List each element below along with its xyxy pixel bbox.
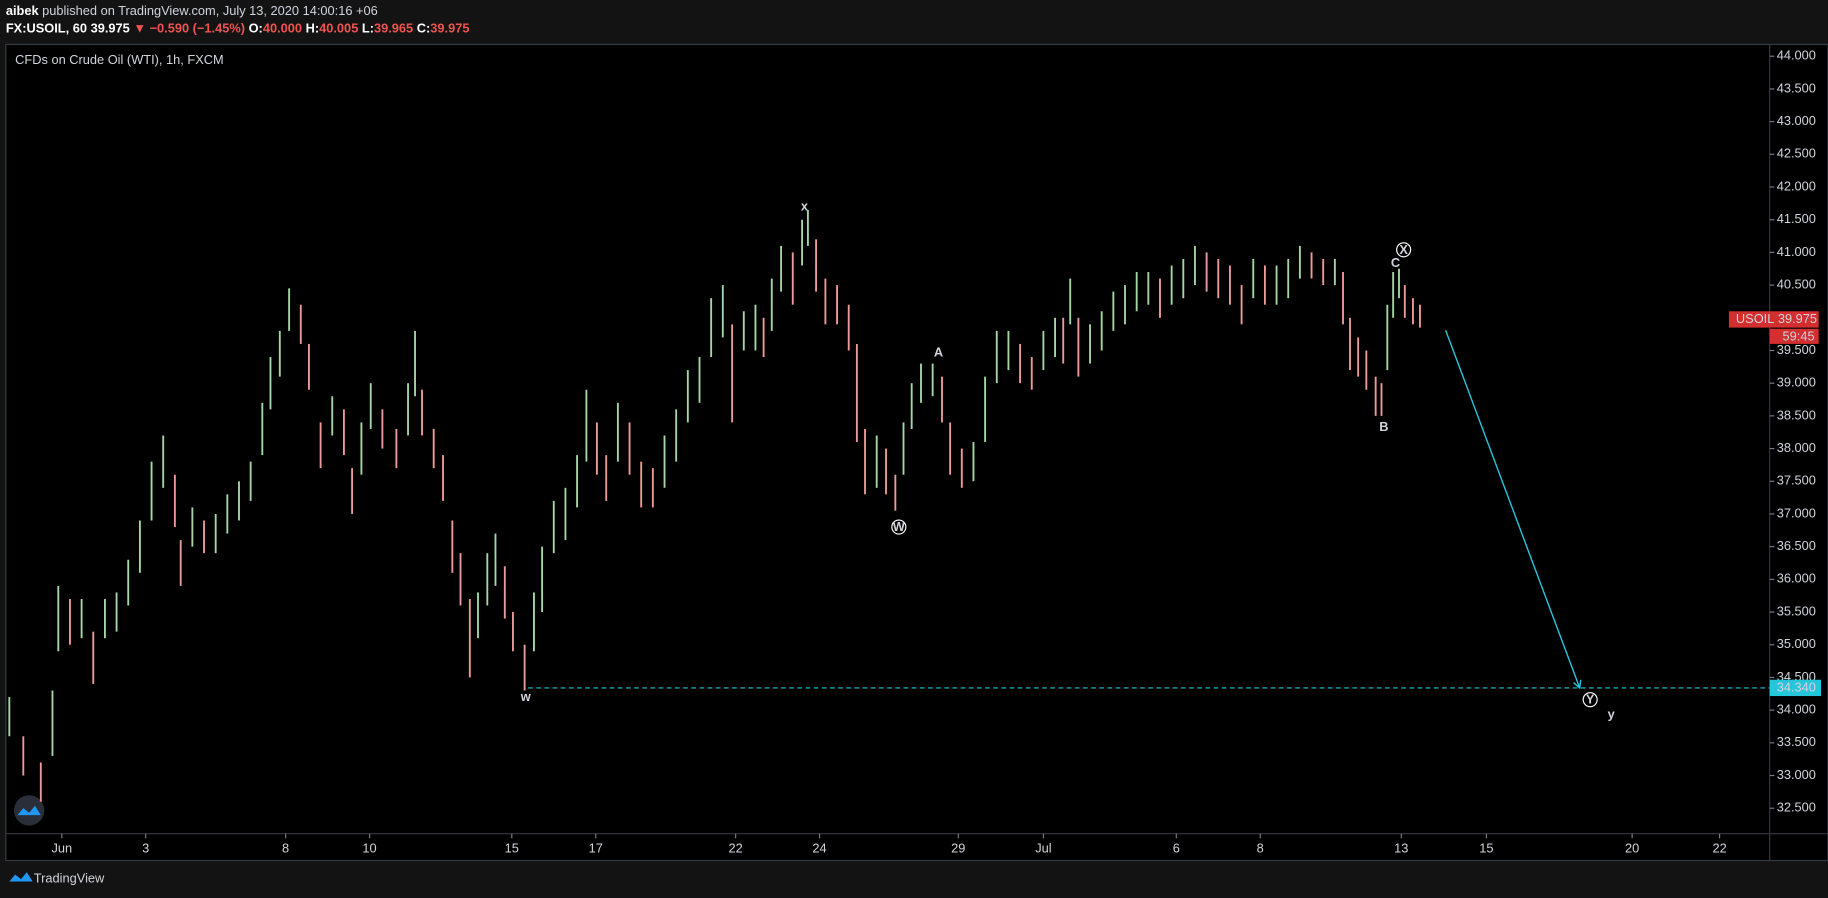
wave-label: w: [520, 689, 531, 704]
wave-label: Y: [1586, 692, 1595, 707]
y-tick-label: 39.500: [1777, 342, 1816, 357]
x-tick-label: 10: [362, 840, 376, 855]
x-tick-label: 15: [505, 840, 519, 855]
y-tick-label: 40.500: [1777, 276, 1816, 291]
y-tick-label: 42.500: [1777, 146, 1816, 161]
y-tick-label: 32.500: [1777, 800, 1816, 815]
wave-circle: [1396, 242, 1412, 258]
y-tick-label: 33.000: [1777, 767, 1816, 782]
wave-label: X: [1399, 242, 1408, 257]
x-tick-label: 15: [1479, 840, 1493, 855]
ohlc-value: 39.975: [430, 21, 469, 36]
ohlc-key: O:: [249, 21, 263, 36]
last-price-box: [1728, 311, 1819, 328]
x-tick-label: 8: [1257, 840, 1264, 855]
x-tick-label: 29: [951, 840, 965, 855]
change: ▼ −0.590 (−1.45%): [133, 21, 245, 36]
y-tick-label: 35.000: [1777, 636, 1816, 651]
countdown-box: [1769, 328, 1819, 344]
y-tick-label: 41.500: [1777, 211, 1816, 226]
level-label: 34.340: [1777, 679, 1816, 694]
arrow-line: [1444, 329, 1581, 689]
y-tick-label: 37.500: [1777, 473, 1816, 488]
ohlc-key: L:: [362, 21, 374, 36]
x-tick-label: 13: [1394, 840, 1408, 855]
y-tick-label: 36.500: [1777, 538, 1816, 553]
wave-circle: [891, 519, 907, 535]
y-tick-label: 41.000: [1777, 244, 1816, 259]
x-tick-label: 22: [1712, 840, 1726, 855]
y-tick-label: 44.000: [1777, 48, 1816, 63]
x-tick-label: 22: [728, 840, 742, 855]
y-tick-label: 42.000: [1777, 178, 1816, 193]
ohlc-value: 39.965: [374, 21, 413, 36]
quote-line: FX:USOIL, 60 39.975 ▼ −0.590 (−1.45%) O:…: [6, 21, 470, 36]
y-tick-label: 37.000: [1777, 505, 1816, 520]
x-tick-label: 6: [1173, 840, 1180, 855]
x-tick-label: Jun: [51, 840, 72, 855]
wave-label: y: [1608, 707, 1616, 722]
x-tick-label: 20: [1625, 840, 1639, 855]
x-tick-label: 17: [589, 840, 603, 855]
level-label-box: [1769, 679, 1822, 697]
arrow-head: [1573, 679, 1582, 690]
x-tick-label: Jul: [1035, 840, 1051, 855]
author: aibek: [6, 3, 40, 18]
logo-icon: [17, 805, 41, 816]
header-line: aibek published on TradingView.com, July…: [6, 3, 378, 18]
wave-label: W: [893, 519, 906, 534]
footer-brand: TradingView: [34, 871, 105, 886]
ohlc-key: H:: [306, 21, 320, 36]
chart-pane: [5, 43, 1828, 862]
y-tick-label: 43.500: [1777, 80, 1816, 95]
y-tick-label: 34.000: [1777, 702, 1816, 717]
wave-label: A: [934, 344, 943, 359]
x-tick-label: 8: [282, 840, 289, 855]
y-tick-label: 33.500: [1777, 734, 1816, 749]
last-price-label: 39.975: [1778, 311, 1817, 326]
footer-icon: [9, 872, 33, 882]
y-tick-label: 35.500: [1777, 603, 1816, 618]
last-price-symbol: USOIL: [1736, 311, 1774, 326]
ohlc-key: C:: [417, 21, 431, 36]
countdown: 59:45: [1783, 328, 1815, 343]
ohlc-value: 40.005: [319, 21, 358, 36]
wave-circle: [1582, 692, 1598, 708]
y-tick-label: 38.500: [1777, 407, 1816, 422]
chart-title: CFDs on Crude Oil (WTI), 1h, FXCM: [15, 52, 224, 67]
wave-label: C: [1391, 255, 1400, 270]
wave-label: x: [801, 199, 809, 214]
symbol: FX:USOIL, 60: [6, 21, 87, 36]
x-tick-label: 24: [812, 840, 826, 855]
y-tick-label: 38.000: [1777, 440, 1816, 455]
y-tick-label: 43.000: [1777, 113, 1816, 128]
x-tick-label: 3: [142, 840, 149, 855]
ohlc-value: 40.000: [263, 21, 302, 36]
logo-badge: [13, 795, 45, 826]
last: 39.975: [91, 21, 130, 36]
y-tick-label: 39.000: [1777, 375, 1816, 390]
wave-label: B: [1379, 419, 1388, 434]
y-tick-label: 36.000: [1777, 571, 1816, 586]
published: published on TradingView.com, July 13, 2…: [42, 3, 378, 18]
